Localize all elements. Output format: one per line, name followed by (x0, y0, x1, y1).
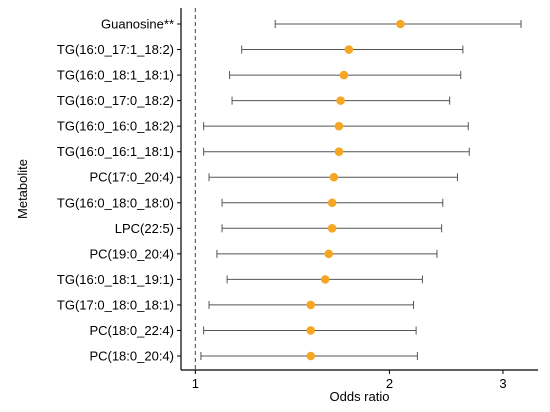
estimate-point (334, 121, 344, 131)
estimate-point (339, 70, 349, 80)
axis-layer (180, 8, 538, 371)
estimate-point (320, 275, 330, 284)
y-tick-label: TG(16:0_17:0_18:2) (57, 93, 174, 108)
estimate-point (336, 96, 345, 105)
estimate-point (396, 19, 405, 29)
y-tick-label: TG(16:0_16:0_18:2) (57, 119, 174, 134)
y-tick-layer: Guanosine** TG(16:0_17:1_18:2) TG(16:0_18:… (57, 17, 181, 364)
estimate-point (324, 249, 333, 259)
y-tick-label: LPC(22:5) (115, 221, 174, 236)
x-tick-label: 3 (499, 376, 506, 391)
estimate-point (306, 300, 316, 310)
x-tick-layer: 1 2 3 (192, 370, 507, 391)
x-axis-title: Odds ratio (330, 389, 390, 404)
x-tick-label: 2 (386, 376, 393, 391)
point-layer (306, 19, 405, 361)
estimate-point (334, 147, 344, 156)
y-tick-label: TG(17:0_18:0_18:1) (57, 297, 174, 312)
y-tick-label: PC(18:0_22:4) (89, 323, 174, 338)
estimate-point (306, 326, 316, 335)
y-tick-label: PC(17:0_20:4) (89, 170, 174, 185)
y-axis-title: Metabolite (15, 159, 30, 219)
y-tick-label: TG(16:0_17:1_18:2) (57, 42, 174, 57)
y-tick-label: TG(16:0_16:1_18:1) (57, 144, 174, 159)
y-tick-label: Guanosine** (101, 17, 174, 32)
y-tick-label: TG(16:0_18:1_19:1) (57, 272, 174, 287)
estimate-point (327, 224, 337, 233)
y-tick-label: PC(18:0_20:4) (89, 349, 174, 364)
y-tick-label: TG(16:0_18:0_18:0) (57, 195, 174, 210)
estimate-point (329, 172, 339, 182)
estimate-point (344, 45, 354, 54)
estimate-point (327, 198, 337, 208)
errorbar-layer (200, 20, 522, 360)
y-tick-label: PC(19:0_20:4) (89, 246, 174, 261)
y-tick-label: TG(16:0_18:1_18:1) (57, 68, 174, 83)
x-tick-label: 1 (192, 376, 199, 391)
estimate-point (306, 351, 316, 361)
